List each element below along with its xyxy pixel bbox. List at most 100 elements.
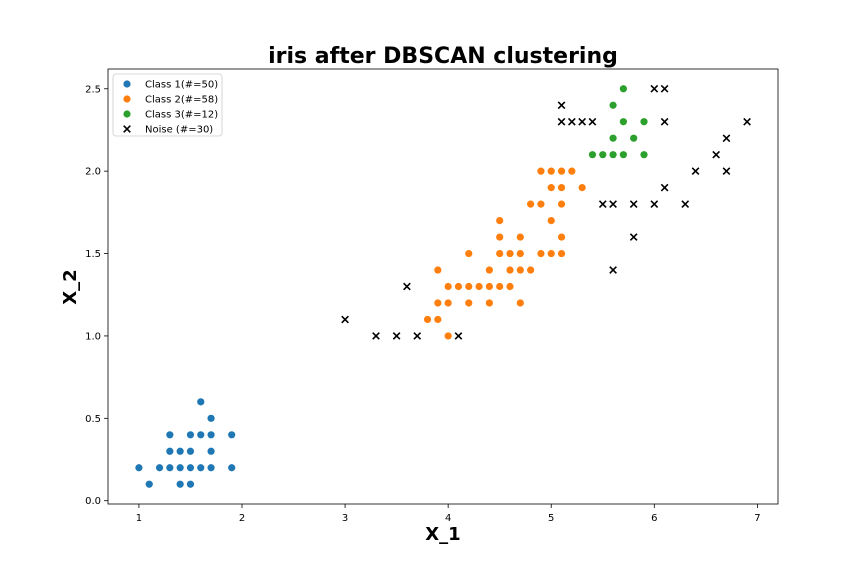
data-point — [712, 150, 721, 159]
data-point — [609, 101, 617, 109]
y-axis: 0.0 0.5 1.0 1.5 2.0 2.5 — [85, 84, 108, 507]
data-point — [557, 200, 566, 208]
data-point — [197, 464, 205, 472]
data-point — [660, 84, 669, 93]
y-tick-label: 0.5 — [85, 414, 101, 425]
data-point — [465, 282, 473, 291]
data-point — [516, 249, 524, 258]
data-point — [197, 431, 205, 439]
data-point — [145, 480, 153, 488]
y-tick-label: 2.5 — [85, 84, 101, 95]
y-tick-label: 0.0 — [85, 496, 101, 507]
data-point — [660, 117, 669, 126]
x-tick-label: 1 — [136, 513, 142, 524]
data-point — [691, 167, 700, 176]
data-point — [516, 266, 524, 274]
x-tick-label: 4 — [445, 513, 451, 524]
data-point — [434, 299, 442, 307]
data-point — [485, 282, 493, 291]
data-point — [444, 282, 452, 291]
data-point — [186, 431, 195, 439]
x-tick-label: 6 — [651, 513, 657, 524]
data-point — [496, 249, 504, 258]
data-point — [176, 464, 184, 472]
data-point — [557, 101, 566, 110]
data-point — [629, 233, 638, 241]
legend-marker — [123, 110, 131, 118]
data-point — [547, 184, 555, 192]
legend-label: Class 1(#=50) — [145, 80, 218, 91]
data-point — [207, 431, 215, 439]
data-point — [567, 117, 576, 126]
data-point — [547, 249, 555, 258]
data-point — [207, 464, 215, 472]
series-class-2-58 — [423, 167, 586, 340]
legend-label: Class 3(#=12) — [145, 110, 218, 121]
legend: Class 1(#=50) Class 2(#=58) Class 3(#=12) N… — [112, 73, 223, 137]
data-point — [578, 184, 586, 192]
data-point — [197, 398, 205, 406]
data-point — [506, 249, 514, 258]
data-point — [609, 134, 617, 142]
x-axis: 1 2 3 4 5 6 7 — [136, 504, 761, 524]
data-point — [392, 332, 401, 340]
data-point — [557, 249, 566, 258]
data-point — [341, 315, 349, 324]
data-point — [496, 282, 504, 291]
data-point — [485, 299, 493, 307]
data-point — [475, 282, 483, 291]
data-point — [496, 216, 504, 225]
x-tick-label: 2 — [239, 513, 245, 524]
data-point — [640, 118, 648, 126]
data-point — [454, 282, 463, 291]
data-point — [465, 299, 473, 307]
data-point — [722, 167, 731, 176]
data-point — [423, 315, 432, 324]
data-point — [207, 447, 215, 455]
legend-marker — [123, 95, 131, 103]
data-point — [186, 447, 195, 455]
data-point — [578, 117, 587, 126]
y-tick-label: 1.5 — [85, 249, 101, 260]
data-point — [547, 216, 555, 225]
data-point — [537, 167, 545, 175]
legend-box — [112, 73, 223, 137]
data-point — [176, 480, 184, 488]
series-class-3-12 — [588, 85, 648, 159]
data-point — [630, 134, 638, 142]
data-point — [207, 414, 215, 422]
data-point — [619, 118, 627, 126]
x-tick-label: 7 — [754, 513, 760, 524]
data-point — [743, 117, 751, 126]
data-point — [568, 167, 576, 175]
x-tick-label: 3 — [342, 513, 348, 524]
data-point — [155, 464, 164, 472]
series-class-1-50 — [135, 398, 236, 488]
data-point — [619, 151, 627, 159]
data-point — [228, 464, 236, 472]
data-point — [516, 299, 524, 307]
data-point — [454, 332, 463, 340]
data-point — [228, 431, 236, 439]
data-point — [640, 151, 648, 159]
data-point — [660, 183, 669, 192]
data-point — [403, 282, 411, 291]
data-point — [722, 134, 731, 143]
data-point — [557, 167, 566, 175]
data-point — [506, 282, 514, 291]
data-point — [372, 332, 380, 340]
data-point — [547, 167, 555, 175]
data-point — [557, 233, 566, 241]
y-tick-label: 1.0 — [85, 331, 101, 342]
data-point — [650, 84, 659, 93]
data-point — [444, 299, 452, 307]
data-point — [465, 249, 473, 258]
data-point — [434, 315, 442, 324]
data-point — [527, 266, 535, 274]
data-point — [413, 332, 422, 340]
data-point — [166, 447, 174, 455]
data-point — [598, 200, 607, 208]
data-point — [557, 117, 566, 126]
data-point — [516, 233, 524, 241]
data-points — [135, 84, 751, 488]
